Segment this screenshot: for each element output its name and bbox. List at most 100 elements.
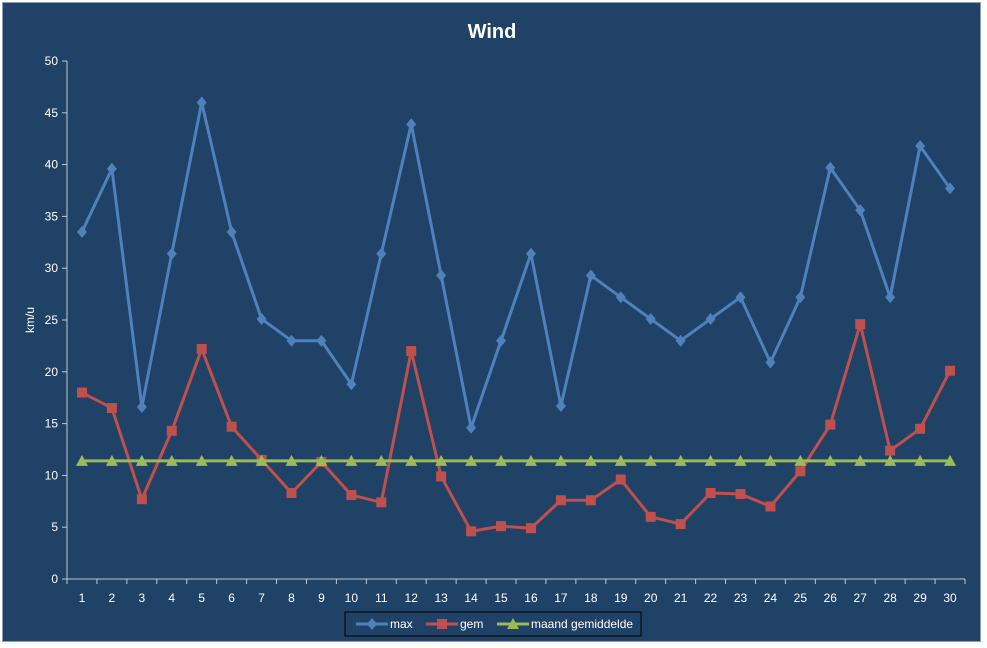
x-tick-label: 8 [288,591,295,605]
series-maand-gemiddelde [75,454,957,466]
data-point-max [675,334,686,347]
data-point-maand-gemiddelde [704,454,717,466]
data-point-gem [406,346,417,357]
data-point-gem [496,521,507,532]
data-point-gem [286,488,297,499]
data-point-maand-gemiddelde [644,454,657,466]
data-point-max [585,269,596,282]
legend-label: gem [460,617,483,631]
data-point-gem [705,488,716,499]
data-point-gem [885,445,896,456]
x-tick-label: 1 [79,591,86,605]
data-point-maand-gemiddelde [345,454,358,466]
data-point-max [496,334,507,347]
x-tick-label: 19 [614,591,628,605]
data-point-maand-gemiddelde [225,454,238,466]
x-tick-label: 2 [109,591,116,605]
series-line-max [80,100,952,430]
data-point-maand-gemiddelde [524,454,537,466]
series-max [76,96,956,434]
legend-marker-0 [367,618,377,630]
data-point-max [316,334,327,347]
data-point-maand-gemiddelde [914,454,927,466]
data-point-maand-gemiddelde [195,454,208,466]
y-tick-label: 20 [45,365,59,379]
y-tick-label: 10 [45,468,59,482]
data-point-maand-gemiddelde [375,454,388,466]
data-point-max [466,421,477,434]
data-point-gem [76,387,87,398]
y-tick-label: 25 [45,313,59,327]
legend-box [344,611,642,637]
x-tick-label: 21 [674,591,688,605]
x-tick-label: 12 [405,591,419,605]
data-point-max [855,204,866,217]
data-point-maand-gemiddelde [105,454,118,466]
data-point-gem [765,501,776,512]
data-point-gem [136,494,147,505]
data-point-max [166,247,177,260]
data-point-max [795,291,806,304]
x-tick-label: 13 [434,591,448,605]
data-point-gem [645,511,656,522]
data-point-max [765,356,776,369]
data-point-max [136,401,147,414]
data-point-max [406,118,417,131]
legend-label: max [390,617,413,631]
legend-marker-1 [437,619,447,629]
chart-area [2,2,981,642]
data-point-max [196,96,207,109]
x-tick-label: 27 [854,591,868,605]
data-point-maand-gemiddelde [165,454,178,466]
data-point-gem [376,497,387,508]
data-point-max [825,161,836,174]
x-tick-label: 3 [138,591,145,605]
data-point-max [555,399,566,412]
y-tick-label: 45 [45,106,59,120]
data-point-max [106,162,117,175]
x-tick-label: 15 [494,591,508,605]
data-point-maand-gemiddelde [884,454,897,466]
x-tick-label: 25 [794,591,808,605]
x-tick-label: 18 [584,591,598,605]
data-point-maand-gemiddelde [255,454,268,466]
data-point-max [645,312,656,325]
x-tick-label: 14 [464,591,478,605]
legend-marker-2 [507,618,519,629]
x-tick-label: 29 [913,591,927,605]
data-point-gem [466,526,477,537]
y-tick-label: 5 [51,520,58,534]
data-point-max [346,378,357,391]
data-point-max [525,247,536,260]
data-point-max [376,247,387,260]
data-point-gem [735,489,746,500]
y-tick-label: 30 [45,261,59,275]
x-tick-label: 6 [228,591,235,605]
data-point-gem [196,344,207,355]
legend: max gem maand gemiddelde [344,611,642,637]
data-point-max [915,139,926,152]
y-tick-label: 50 [45,54,59,68]
data-point-gem [795,466,806,477]
x-tick-label: 9 [318,591,325,605]
x-tick-label: 5 [198,591,205,605]
x-tick-label: 4 [168,591,175,605]
data-point-gem [615,474,626,485]
data-point-gem [436,471,447,482]
y-axis-label: km/u [23,307,37,333]
data-point-maand-gemiddelde [824,454,837,466]
data-point-gem [226,421,237,432]
data-point-maand-gemiddelde [854,454,867,466]
series-line-gem [81,322,952,533]
y-tick-label: 0 [51,572,58,586]
data-point-gem [825,419,836,430]
data-point-max [256,312,267,325]
x-tick-label: 16 [524,591,538,605]
data-point-gem [915,423,926,434]
data-point-maand-gemiddelde [285,454,298,466]
x-tick-label: 7 [258,591,265,605]
data-point-maand-gemiddelde [584,454,597,466]
data-point-max [735,291,746,304]
